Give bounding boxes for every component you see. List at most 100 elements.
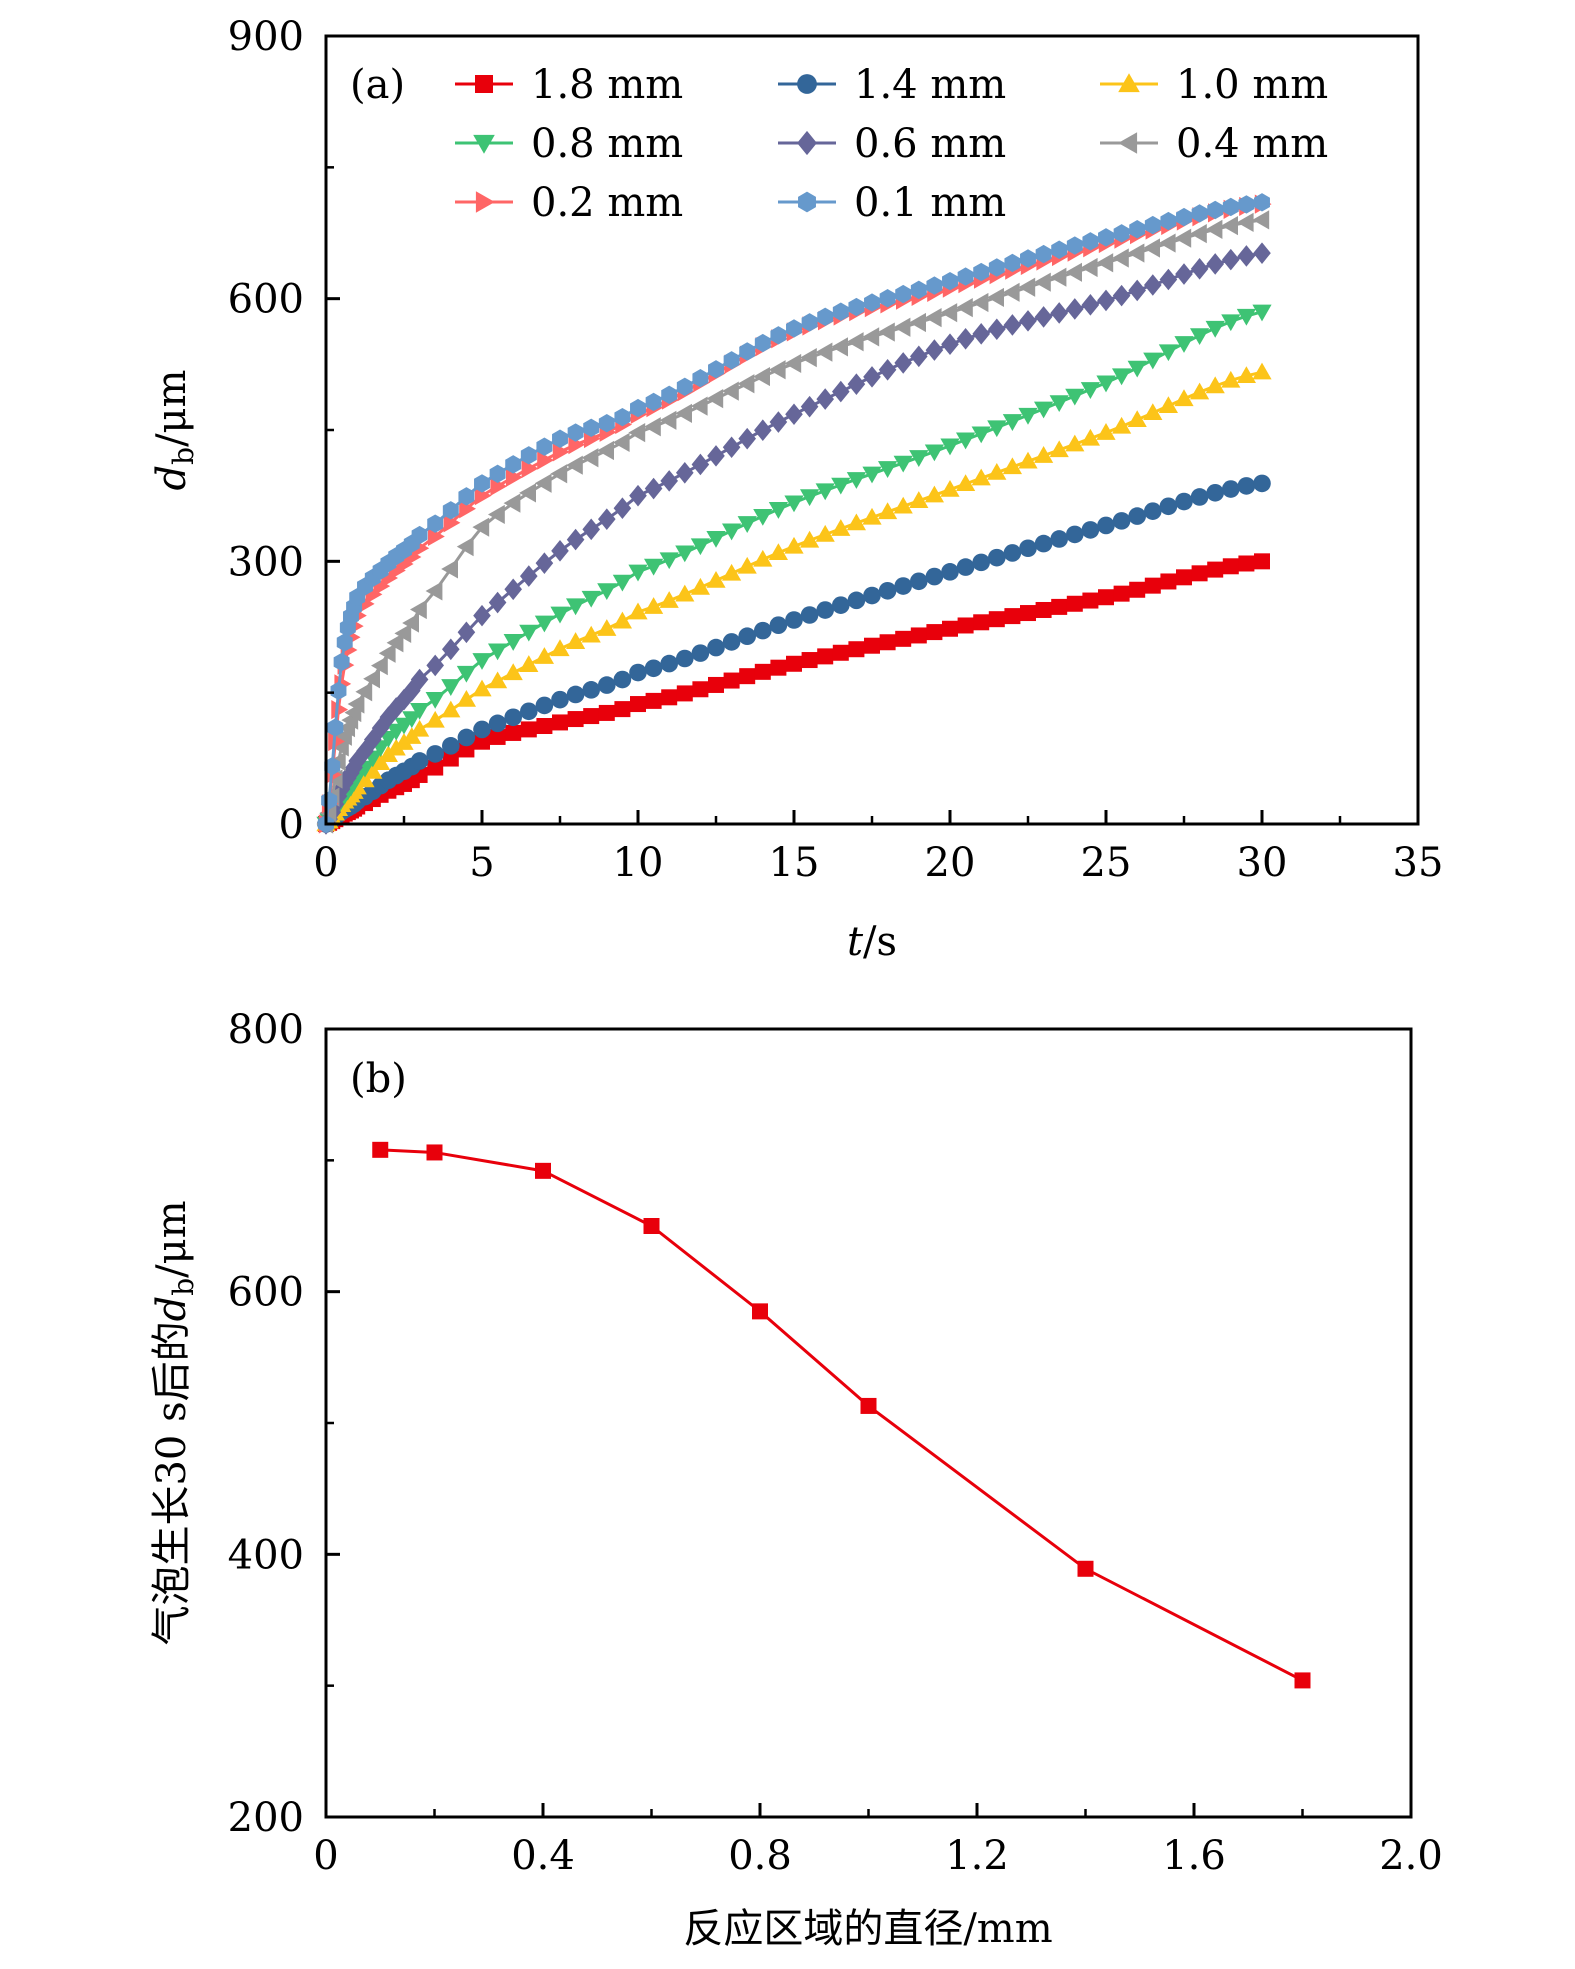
data-point <box>723 351 740 370</box>
data-point <box>630 398 646 418</box>
data-point <box>1066 298 1084 320</box>
data-point <box>598 508 616 530</box>
data-point <box>1112 368 1132 386</box>
data-point <box>692 369 709 388</box>
data-point <box>706 389 724 409</box>
data-point <box>1082 592 1099 609</box>
data-point <box>925 567 944 586</box>
data-point <box>675 584 695 602</box>
data-point <box>597 440 614 461</box>
data-point <box>1206 253 1224 275</box>
data-point <box>536 718 553 735</box>
data-point <box>754 621 772 640</box>
data-point <box>972 553 990 572</box>
data-point <box>645 692 662 709</box>
data-point <box>737 516 757 533</box>
x-tick-label: 0.4 <box>511 1833 575 1879</box>
data-point <box>784 353 802 374</box>
data-point <box>832 302 849 321</box>
data-point <box>878 322 895 342</box>
data-point <box>816 601 834 619</box>
data-point <box>848 641 865 658</box>
data-point <box>690 396 708 416</box>
data-point <box>1035 601 1052 618</box>
data-point <box>503 493 521 513</box>
data-point <box>737 374 755 394</box>
data-point <box>520 721 537 738</box>
data-point <box>520 446 537 465</box>
data-point <box>1065 262 1082 282</box>
data-point <box>535 1162 551 1179</box>
data-point <box>1003 544 1022 562</box>
data-point <box>1113 224 1130 243</box>
x-tick-label: 35 <box>1393 840 1444 886</box>
legend-marker-icon <box>473 134 495 154</box>
legend-marker-icon <box>1118 73 1140 93</box>
data-point <box>443 513 461 533</box>
data-point <box>1018 407 1038 425</box>
data-point <box>1096 253 1114 273</box>
data-point <box>1034 534 1053 553</box>
panel-b-ticks: 0 0.4 0.8 1.2 1.6 2.0 200 400 600 800 <box>228 1007 1443 1879</box>
data-point <box>831 337 848 357</box>
data-point <box>942 271 958 291</box>
data-point <box>1129 220 1146 239</box>
data-point <box>910 627 927 644</box>
data-point <box>474 474 490 493</box>
panel-b-label: (b) <box>350 1056 407 1102</box>
data-point <box>1174 389 1194 407</box>
data-point <box>442 638 460 661</box>
panel-b-y-axis-title: 气泡生长30 s后的db/μm <box>149 1200 200 1645</box>
data-point <box>1019 310 1037 332</box>
data-point <box>972 323 990 345</box>
data-point <box>488 591 507 614</box>
data-point <box>832 596 850 614</box>
data-point <box>488 714 507 733</box>
data-point <box>1002 282 1020 302</box>
data-point <box>675 403 692 423</box>
data-point <box>537 450 554 470</box>
data-point <box>505 724 522 741</box>
data-point <box>1205 376 1225 394</box>
data-point <box>1191 204 1208 223</box>
data-point <box>848 297 865 317</box>
data-point <box>768 543 788 560</box>
y-tick-label: 800 <box>228 1007 304 1053</box>
data-point <box>1077 1560 1094 1577</box>
data-point <box>378 643 396 663</box>
data-point <box>1066 236 1083 255</box>
data-point <box>676 649 694 668</box>
data-point <box>552 429 568 448</box>
data-point <box>490 476 508 496</box>
data-point <box>441 679 461 696</box>
data-point <box>878 461 898 478</box>
data-point <box>472 653 492 670</box>
data-point <box>879 289 896 308</box>
data-point <box>567 423 584 442</box>
data-point <box>1080 257 1098 278</box>
y-tick-label: 300 <box>228 539 304 585</box>
data-point <box>550 606 570 624</box>
data-point <box>457 621 476 644</box>
legend-label: 1.0 mm <box>1176 62 1328 108</box>
data-point <box>324 757 341 776</box>
x-tick-label: 15 <box>769 840 820 886</box>
data-point <box>1112 416 1132 434</box>
data-point <box>1128 507 1146 525</box>
data-point <box>355 682 373 702</box>
data-point <box>402 711 422 729</box>
data-point <box>1176 207 1192 227</box>
legend-item: 1.8 mm <box>455 62 683 108</box>
y-tick-label: 200 <box>228 1795 304 1841</box>
legend-label: 0.2 mm <box>531 180 683 226</box>
data-point <box>472 679 492 697</box>
data-point <box>846 513 866 531</box>
data-point <box>1207 200 1224 220</box>
data-point <box>1002 457 1022 475</box>
data-point <box>956 298 973 318</box>
data-point <box>1129 581 1146 598</box>
data-point <box>1160 211 1177 231</box>
panel-a-x-axis-title: t/s <box>847 919 897 965</box>
data-point <box>363 761 383 779</box>
data-point <box>1205 320 1225 338</box>
